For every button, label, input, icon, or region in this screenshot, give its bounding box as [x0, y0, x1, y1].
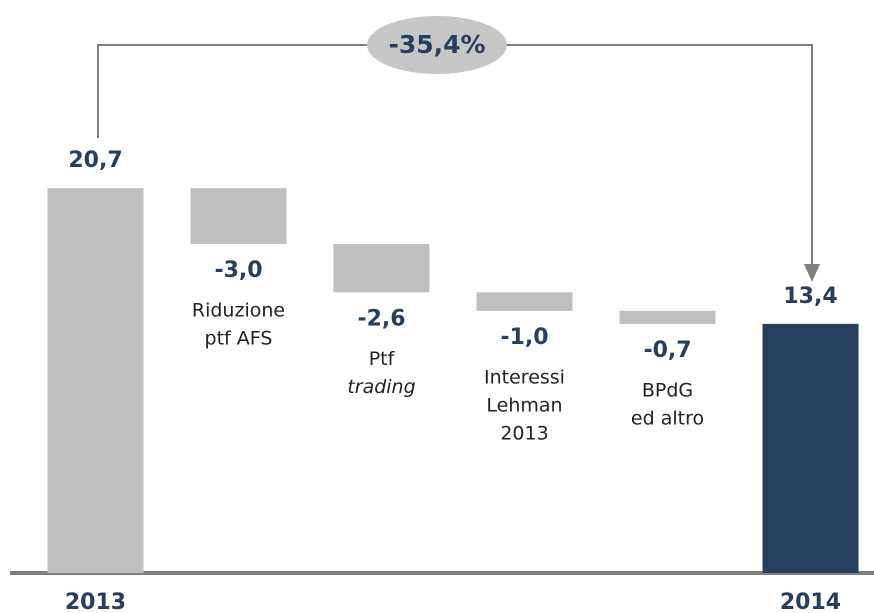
connector-arrow [804, 264, 820, 282]
value-label: -2,6 [357, 306, 405, 331]
value-label: -0,7 [643, 338, 691, 363]
bar [762, 323, 859, 573]
x-tick-label: ed altro [631, 407, 704, 429]
x-tick-label: trading [347, 376, 415, 398]
x-tick-label: Lehman [486, 394, 562, 416]
x-tick-label: Riduzione [192, 299, 285, 321]
x-tick-label: 2013 [65, 590, 126, 613]
bar [47, 188, 144, 573]
change-connector: -35,4% [97, 16, 820, 282]
value-label: -3,0 [214, 258, 262, 283]
value-label: 20,7 [68, 148, 122, 173]
x-tick-label: 2014 [780, 590, 841, 613]
value-label: 13,4 [783, 284, 837, 309]
x-tick-label: Interessi [484, 366, 565, 388]
bar [476, 292, 573, 311]
x-tick-label: ptf AFS [205, 327, 273, 349]
x-tick-label: 2013 [500, 422, 548, 444]
bar [619, 310, 716, 324]
annotation: -35,4% [388, 30, 485, 59]
x-tick-label: Ptf [369, 348, 396, 370]
bar [190, 188, 287, 244]
value-label: -1,0 [500, 325, 548, 350]
annotation-bubble [367, 16, 507, 74]
x-tick-label: BPdG [642, 379, 693, 401]
bar [333, 243, 430, 293]
